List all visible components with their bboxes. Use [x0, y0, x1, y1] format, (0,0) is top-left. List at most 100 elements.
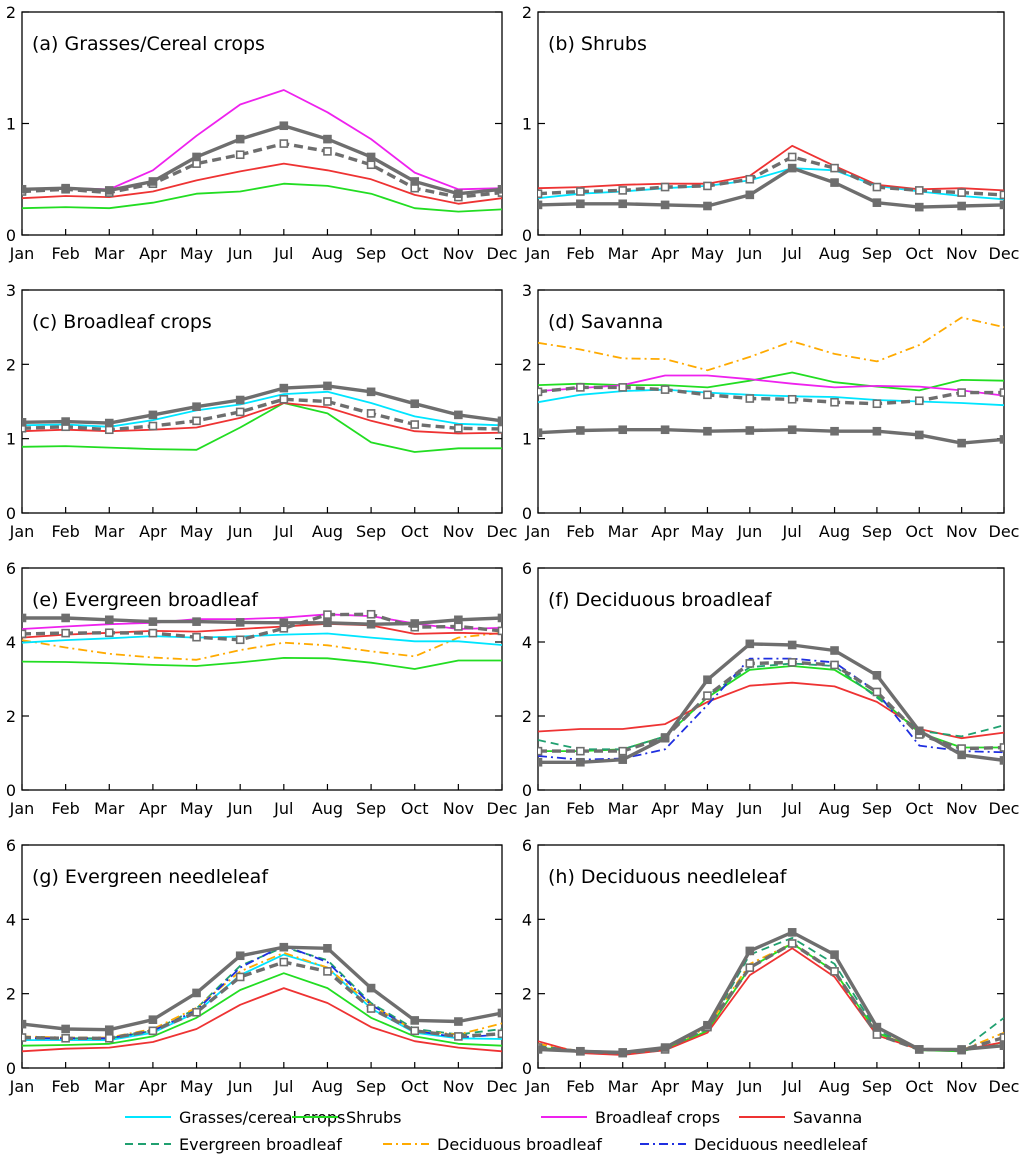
point-ref_solid: [104, 1025, 114, 1035]
x-tick-label: Jan: [525, 1077, 551, 1096]
point-ref_solid: [454, 410, 463, 420]
legend-label-savanna: Savanna: [793, 1108, 862, 1127]
point-ref_solid: [999, 435, 1004, 444]
point-ref_solid: [366, 983, 376, 993]
y-tick-label: 4: [522, 633, 532, 652]
point-ref_dashed: [104, 628, 114, 638]
x-tick-label: May: [691, 522, 724, 541]
y-tick-label: 0: [522, 226, 532, 245]
x-tick-label: Jun: [736, 799, 762, 818]
x-tick-label: Apr: [139, 1077, 167, 1096]
point-ref_dashed: [235, 407, 245, 417]
point-ref_solid: [660, 1043, 670, 1052]
x-tick-label: Nov: [946, 522, 977, 541]
point-ref_solid: [104, 615, 114, 625]
x-tick-label: Nov: [946, 1077, 977, 1096]
x-tick-label: Oct: [401, 244, 429, 263]
point-ref_dashed: [618, 746, 628, 756]
point-ref_solid: [914, 1045, 924, 1054]
legend: Grasses/cereal crops Shrubs Broadleaf crop…: [125, 1108, 867, 1154]
panel-title: (e) Evergreen broadleaf: [32, 589, 259, 611]
legend-label-broadleaf_crops: Broadleaf crops: [595, 1108, 720, 1127]
point-ref_solid: [148, 617, 158, 626]
series-line-savanna: [22, 987, 502, 1053]
x-tick-label: Nov: [946, 244, 977, 263]
point-ref_dashed: [914, 186, 924, 195]
point-ref_solid: [104, 418, 114, 428]
point-ref_dashed: [576, 187, 585, 196]
y-tick-label: 3: [522, 281, 532, 300]
point-ref_solid: [957, 1045, 966, 1054]
point-ref_solid: [703, 1020, 712, 1030]
series-group: [22, 942, 502, 1053]
series-line-shrubs: [22, 182, 502, 213]
point-ref_solid: [148, 410, 158, 420]
series-line-ref_dashed: [538, 155, 1004, 197]
panel-title: (h) Deciduous needleleaf: [548, 866, 788, 888]
point-ref_dashed: [497, 626, 502, 636]
point-ref_solid: [192, 402, 201, 412]
x-tick-label: May: [691, 244, 724, 263]
point-ref_dashed: [787, 939, 797, 948]
point-ref_solid: [235, 618, 245, 627]
y-tick-label: 2: [522, 355, 532, 374]
y-tick-label: 3: [6, 281, 16, 300]
x-tick-label: Sep: [862, 799, 892, 818]
point-ref_solid: [999, 756, 1004, 765]
x-tick-label: Apr: [651, 244, 679, 263]
x-tick-label: Oct: [905, 799, 933, 818]
y-tick-label: 2: [522, 3, 532, 22]
point-ref_solid: [618, 755, 628, 764]
series-line-savanna: [22, 162, 502, 205]
panel-title: (g) Evergreen needleleaf: [32, 866, 269, 888]
series-group: [22, 381, 502, 453]
point-ref_dashed: [872, 687, 882, 697]
point-ref_dashed: [576, 383, 585, 392]
point-ref_solid: [745, 426, 755, 435]
point-ref_dashed: [660, 182, 670, 192]
point-ref_dashed: [454, 1032, 463, 1041]
x-tick-label: Dec: [487, 1077, 518, 1096]
y-tick-label: 6: [522, 559, 532, 578]
point-ref_solid: [61, 613, 70, 623]
x-tick-label: Apr: [139, 522, 167, 541]
panel-title: (c) Broadleaf crops: [32, 311, 212, 333]
x-tick-label: Apr: [139, 244, 167, 263]
y-tick-label: 2: [522, 985, 532, 1004]
point-ref_solid: [22, 1019, 27, 1029]
point-ref_dashed: [454, 423, 463, 433]
x-tick-label: Nov: [443, 522, 474, 541]
x-tick-label: Nov: [443, 799, 474, 818]
point-ref_dashed: [618, 186, 628, 195]
x-tick-label: Aug: [819, 522, 850, 541]
point-ref_solid: [22, 184, 27, 194]
point-ref_solid: [703, 426, 712, 436]
point-ref_dashed: [830, 660, 839, 670]
series-line-ref_solid: [538, 930, 1004, 1055]
point-ref_dashed: [235, 150, 245, 160]
series-line-savanna: [22, 623, 502, 639]
x-tick-label: Aug: [312, 522, 343, 541]
point-ref_solid: [660, 425, 670, 435]
point-ref_dashed: [104, 1033, 114, 1043]
x-tick-label: May: [691, 1077, 724, 1096]
point-ref_solid: [745, 639, 755, 649]
point-ref_solid: [538, 200, 543, 210]
series-line-ref_dashed: [22, 612, 502, 642]
x-tick-label: Oct: [401, 799, 429, 818]
point-ref_solid: [410, 619, 420, 628]
x-tick-label: Dec: [989, 1077, 1020, 1096]
legend-label-grasses: Grasses/cereal crops: [179, 1108, 345, 1127]
point-ref_solid: [872, 198, 882, 207]
point-ref_solid: [787, 163, 797, 173]
y-tick-label: 0: [6, 781, 16, 800]
x-tick-label: Jan: [9, 522, 35, 541]
point-ref_dashed: [957, 388, 966, 397]
point-ref_solid: [872, 426, 882, 436]
x-tick-label: Jul: [273, 1077, 293, 1096]
series-line-ref_solid: [22, 945, 502, 1032]
point-ref_dashed: [538, 387, 543, 397]
series-group: [22, 89, 502, 213]
point-ref_solid: [787, 425, 797, 435]
